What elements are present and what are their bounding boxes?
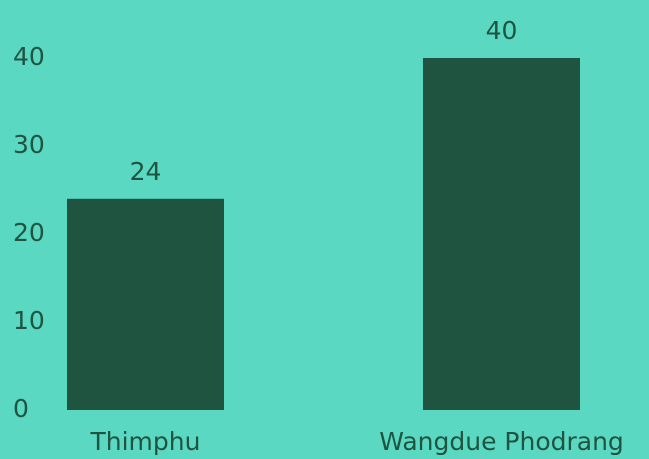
x-tick-label: Thimphu	[90, 427, 201, 456]
bar	[67, 198, 224, 410]
y-tick-label: 20	[13, 218, 45, 247]
y-tick-label: 40	[13, 42, 45, 71]
y-tick-label: 0	[13, 394, 29, 423]
data-label: 24	[130, 157, 162, 186]
x-tick-label: Wangdue Phodrang	[379, 427, 624, 456]
data-label: 40	[486, 16, 518, 45]
bar	[423, 58, 580, 410]
y-tick-label: 30	[13, 130, 45, 159]
y-tick-label: 10	[13, 306, 45, 335]
